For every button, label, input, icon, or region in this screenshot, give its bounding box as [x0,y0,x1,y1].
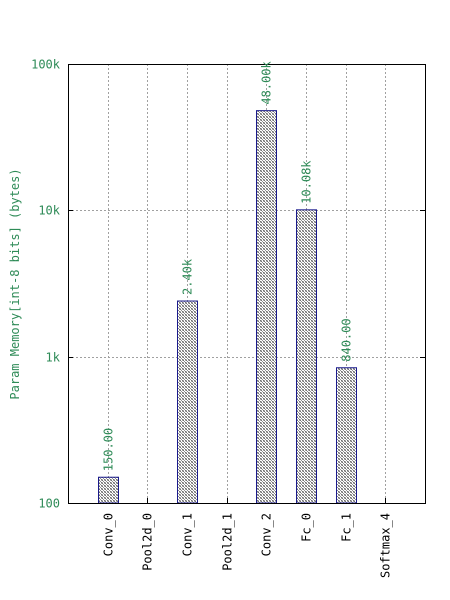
bar-value-label: 840.00 [340,318,354,361]
bar-value-labels: 150.00 2.40k 48.00k 10.08k 840.00 [102,61,354,472]
y-tick-label: 1k [46,351,61,365]
bar-value-label: 2.40k [181,258,195,295]
y-tick-labels: 100 1k 10k 100k [31,58,61,511]
x-category-label: Conv_0 [102,513,116,556]
x-category-label: Fc_1 [340,513,354,542]
bar-fc_1 [336,367,357,504]
x-category-label: Softmax_4 [379,513,393,578]
plot-frame [68,64,426,504]
x-category-label: Pool2d_0 [141,513,155,571]
x-category-label: Conv_1 [181,513,195,556]
bars [98,110,357,504]
bar-value-label: 48.00k [260,61,274,105]
x-category-label: Pool2d_1 [221,513,235,571]
grid-lines [68,64,425,504]
bar-conv_1 [177,300,198,504]
bar-fc_0 [296,209,317,504]
bar-conv_0 [98,476,119,504]
x-category-label: Conv_2 [260,513,274,556]
y-tick-label: 100k [31,58,61,72]
bar-value-label: 10.08k [300,160,314,204]
bar-value-label: 150.00 [102,428,116,471]
y-axis-label: Param Memory[int-8 bits] (bytes) [8,168,22,399]
y-tick-label: 100 [38,497,60,511]
y-tick-label: 10k [38,204,60,218]
x-category-labels: Conv_0 Pool2d_0 Conv_1 Pool2d_1 Conv_2 Fc_0 Fc… [102,513,393,578]
x-category-label: Fc_0 [300,513,314,542]
bar-conv_2 [256,110,277,504]
